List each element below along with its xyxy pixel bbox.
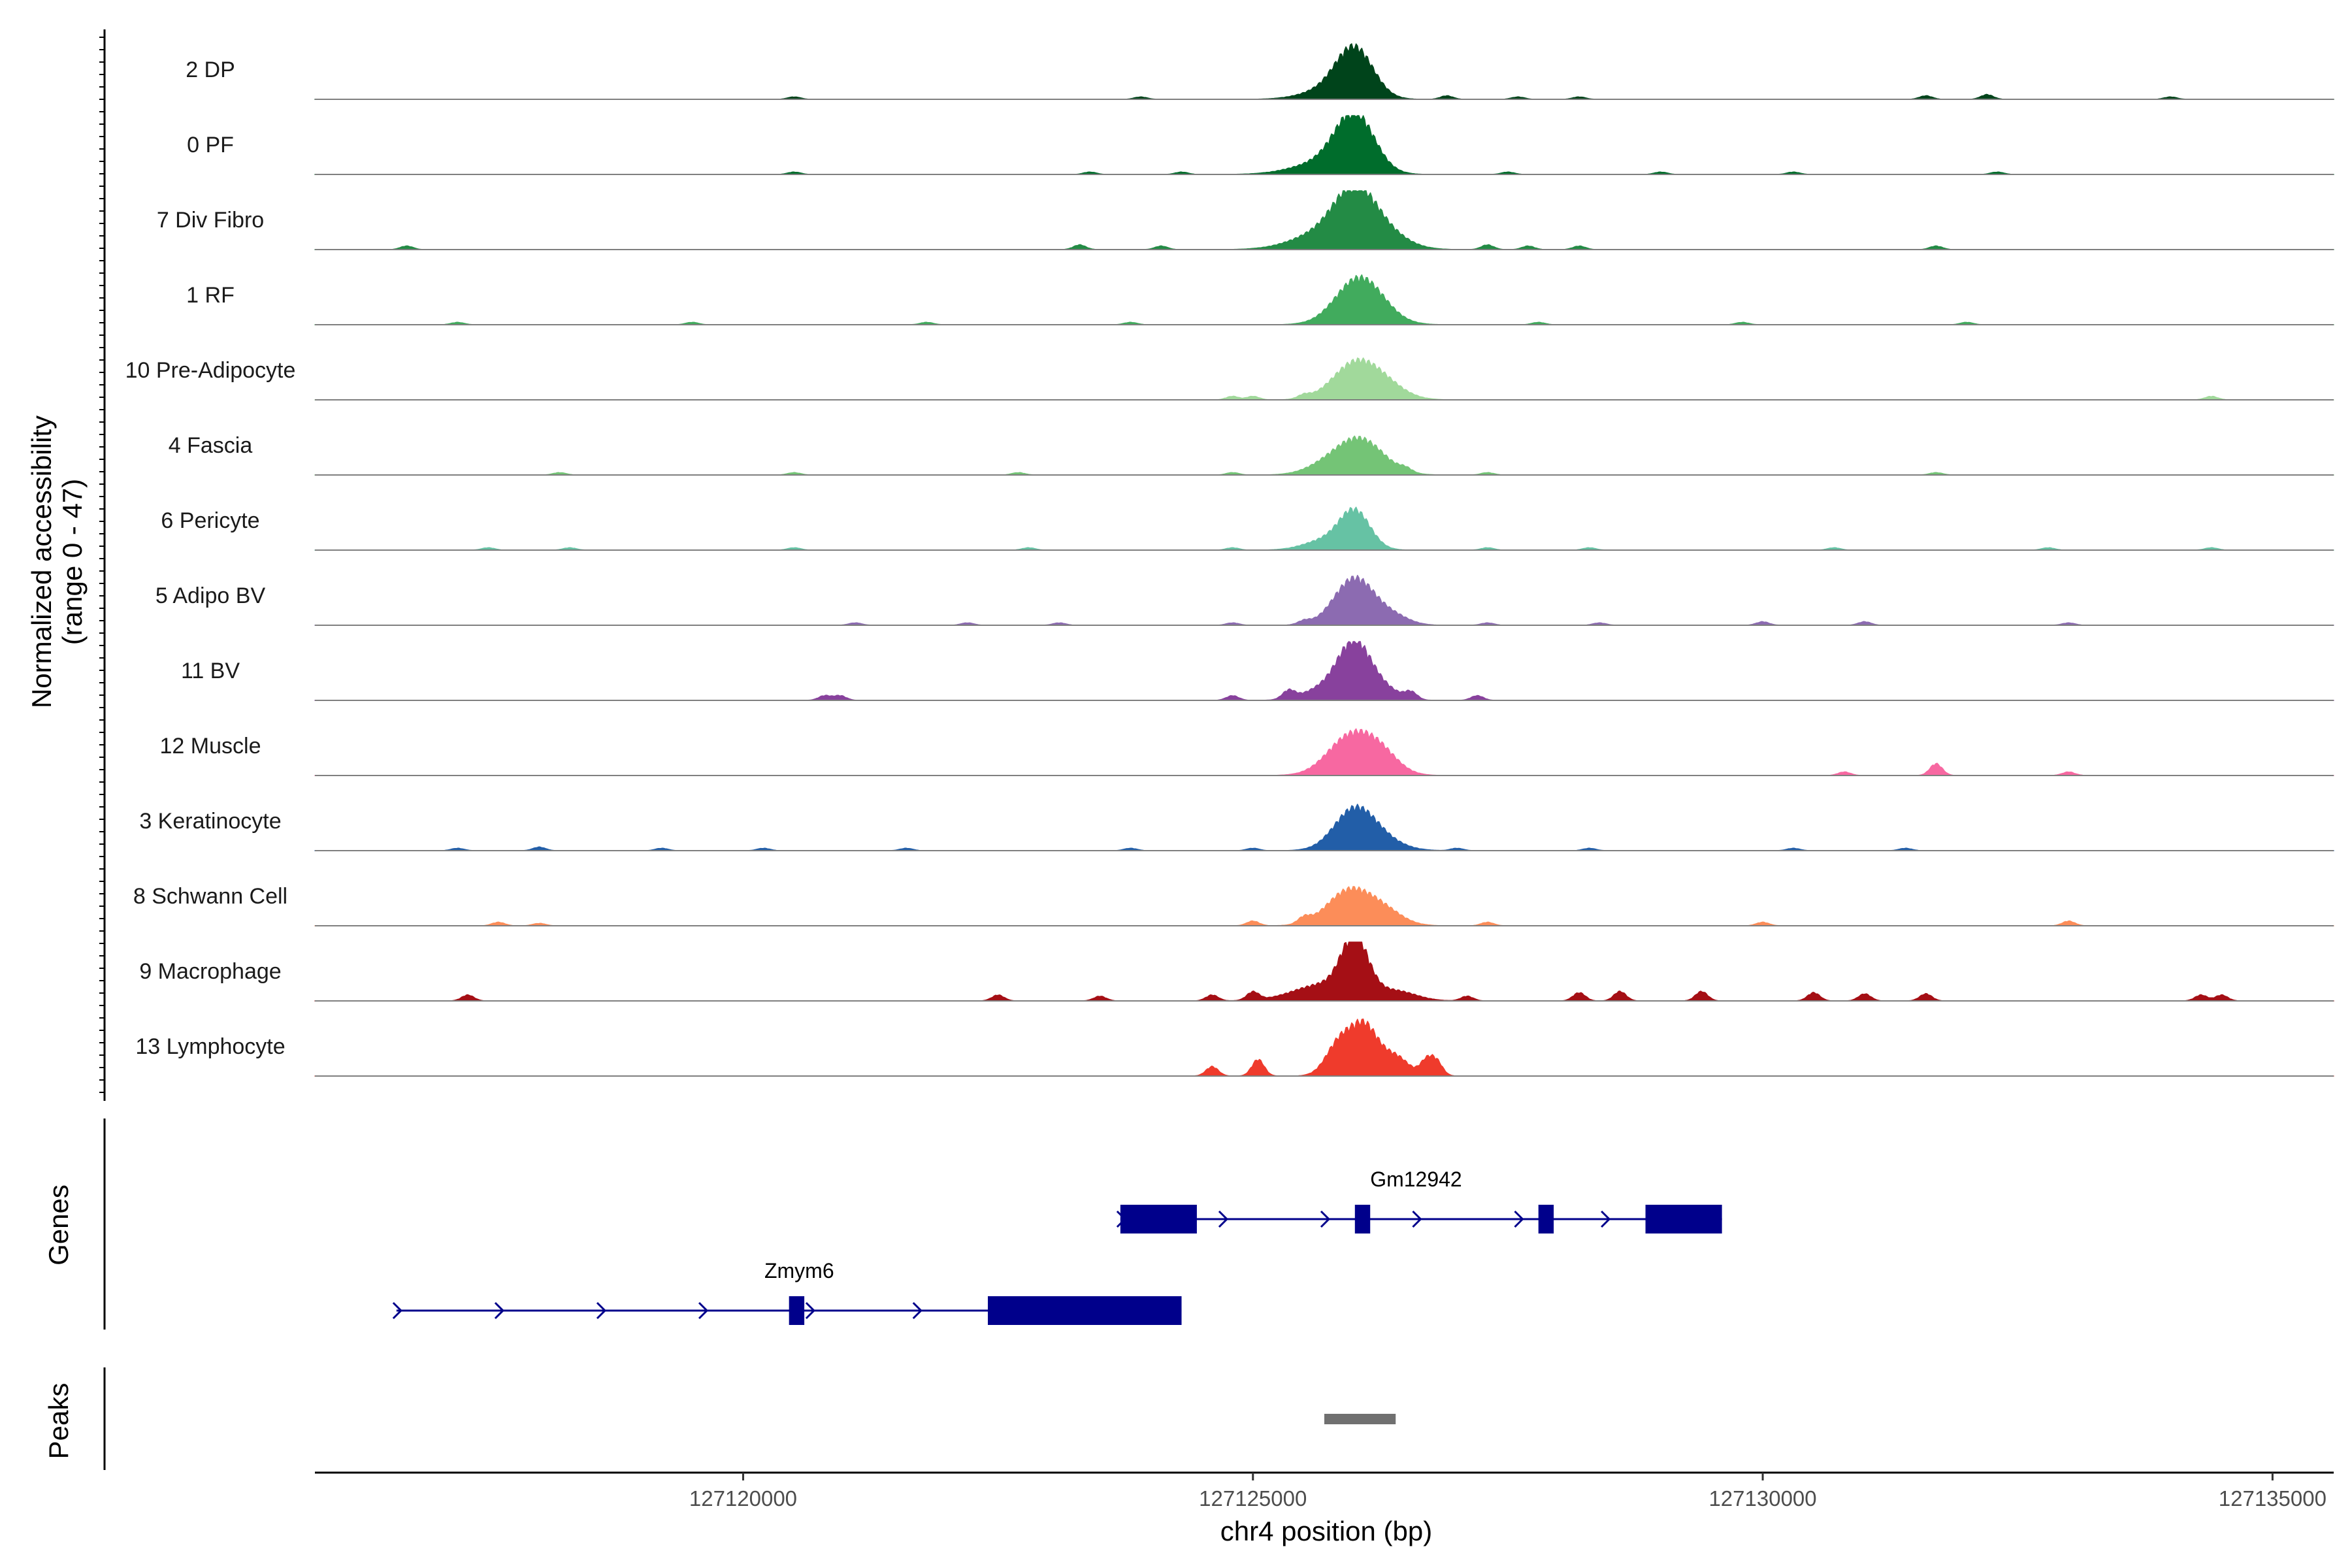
coverage-area bbox=[314, 804, 2334, 851]
strand-arrow bbox=[1412, 1210, 1422, 1228]
track-label: 10 Pre-Adipocyte bbox=[125, 358, 296, 383]
strand-arrow bbox=[1218, 1210, 1229, 1228]
strand-arrow bbox=[805, 1301, 816, 1320]
track-label: 5 Adipo BV bbox=[155, 583, 266, 608]
track-1: 2 DP bbox=[186, 43, 2334, 100]
track-label: 4 Fascia bbox=[169, 433, 253, 458]
strand-arrow bbox=[1601, 1210, 1611, 1228]
track-4: 1 RF bbox=[186, 274, 2334, 325]
x-tick-label: 127125000 bbox=[1199, 1486, 1307, 1511]
strand-arrow bbox=[912, 1301, 923, 1320]
track-2: 0 PF bbox=[187, 115, 2334, 175]
gene-exon bbox=[1120, 1205, 1197, 1233]
strand-arrow bbox=[392, 1301, 402, 1320]
track-label: 1 RF bbox=[186, 283, 235, 308]
peaks-track bbox=[103, 1367, 1396, 1470]
coverage-area bbox=[314, 190, 2334, 250]
coverage-area bbox=[314, 941, 2334, 1002]
coverage-area bbox=[314, 886, 2334, 926]
coverage-tracks: 2 DP 0 PF 7 Div Fibro 1 RF 10 Pre-Adipocyte 4… bbox=[99, 29, 2334, 1101]
gene-name-label: Zmym6 bbox=[764, 1259, 834, 1282]
track-5: 10 Pre-Adipocyte bbox=[125, 357, 2334, 400]
gene-exon bbox=[789, 1296, 805, 1325]
coverage-area bbox=[314, 506, 2334, 551]
coverage-area bbox=[314, 43, 2334, 100]
track-14: 13 Lymphocyte bbox=[135, 1018, 2334, 1077]
genes-panel-label: Genes bbox=[43, 1184, 74, 1266]
track-7: 6 Pericyte bbox=[161, 506, 2334, 551]
y-axis-title-line1: Normalized accessibility bbox=[26, 416, 57, 708]
coverage-area bbox=[314, 274, 2334, 325]
x-tick-label: 127130000 bbox=[1708, 1486, 1816, 1511]
coverage-area bbox=[314, 115, 2334, 175]
track-label: 13 Lymphocyte bbox=[135, 1034, 285, 1059]
strand-arrow bbox=[1514, 1210, 1524, 1228]
gene-Zmym6: Zmym6 bbox=[392, 1259, 1182, 1325]
gene-Gm12942: Gm12942 bbox=[1116, 1168, 1722, 1233]
track-label: 7 Div Fibro bbox=[157, 208, 264, 233]
gene-name-label: Gm12942 bbox=[1370, 1168, 1462, 1191]
track-label: 2 DP bbox=[186, 57, 235, 82]
gene-exon bbox=[988, 1296, 1182, 1325]
track-13: 9 Macrophage bbox=[139, 941, 2334, 1002]
gene-annotation-track: Gm12942 Zmym6 bbox=[103, 1119, 1722, 1330]
track-label: 3 Keratinocyte bbox=[139, 809, 281, 834]
strand-arrow bbox=[494, 1301, 505, 1320]
strand-arrow bbox=[1320, 1210, 1331, 1228]
coverage-area bbox=[314, 641, 2334, 701]
peaks-panel-label: Peaks bbox=[43, 1383, 74, 1460]
x-axis-title: chr4 position (bp) bbox=[1220, 1516, 1433, 1546]
track-6: 4 Fascia bbox=[169, 433, 2334, 476]
track-label: 0 PF bbox=[187, 133, 234, 157]
gene-exon bbox=[1538, 1205, 1554, 1233]
track-label: 9 Macrophage bbox=[139, 959, 281, 984]
track-3: 7 Div Fibro bbox=[157, 190, 2334, 250]
track-9: 11 BV bbox=[181, 641, 2334, 701]
coverage-area bbox=[314, 1018, 2334, 1077]
track-label: 11 BV bbox=[181, 659, 240, 683]
track-label: 8 Schwann Cell bbox=[133, 884, 287, 909]
y-axis-title-line2: (range 0 - 47) bbox=[57, 479, 88, 645]
track-label: 12 Muscle bbox=[160, 734, 261, 759]
coverage-area bbox=[314, 574, 2334, 626]
x-tick-label: 127135000 bbox=[2219, 1486, 2327, 1511]
track-10: 12 Muscle bbox=[160, 728, 2334, 776]
strand-arrow bbox=[698, 1301, 709, 1320]
gene-exon bbox=[1354, 1205, 1371, 1233]
gene-exon bbox=[1645, 1205, 1722, 1233]
track-11: 3 Keratinocyte bbox=[139, 804, 2334, 851]
x-tick-label: 127120000 bbox=[689, 1486, 797, 1511]
coverage-area bbox=[314, 728, 2334, 776]
peak-region bbox=[1324, 1414, 1396, 1424]
coverage-area bbox=[314, 357, 2334, 400]
coverage-area bbox=[314, 435, 2334, 476]
track-12: 8 Schwann Cell bbox=[133, 884, 2334, 926]
strand-arrow bbox=[596, 1301, 607, 1320]
track-8: 5 Adipo BV bbox=[155, 574, 2334, 626]
x-axis: 127120000 127125000 127130000 127135000 bbox=[315, 1471, 2334, 1511]
track-label: 6 Pericyte bbox=[161, 508, 259, 533]
